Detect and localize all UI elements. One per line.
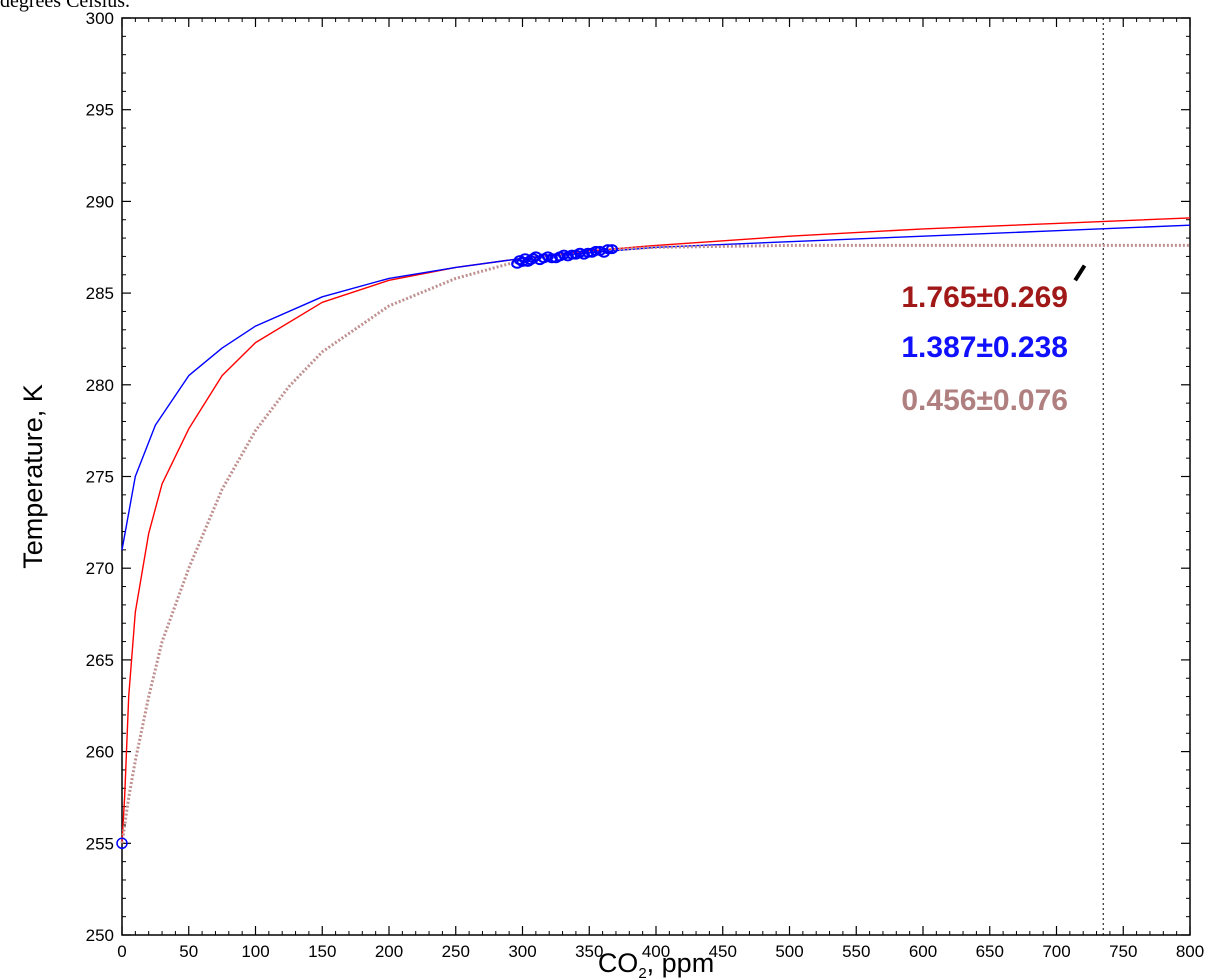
start-marker (116, 837, 128, 850)
annotation-label: 0.456±0.076 (901, 384, 1068, 417)
y-tick-label: 265 (86, 651, 114, 670)
y-tick-label: 280 (86, 376, 114, 395)
x-tick-label: 700 (1042, 942, 1070, 961)
x-tick-label: 450 (709, 942, 737, 961)
observed-point (601, 244, 614, 255)
y-tick-label: 270 (86, 559, 114, 578)
annotation-label: 1.387±0.238 (901, 331, 1068, 364)
x-tick-label: 600 (909, 942, 937, 961)
y-tick-label: 275 (86, 468, 114, 487)
annotation-label: 1.765±0.269 (901, 281, 1068, 314)
y-tick-label: 260 (86, 743, 114, 762)
x-tick-label: 550 (842, 942, 870, 961)
y-axis-label: Temperature, K (18, 384, 48, 569)
x-tick-label: 100 (241, 942, 269, 961)
y-tick-label: 285 (86, 284, 114, 303)
figure-caption: degrees Celsius. (0, 0, 130, 12)
x-tick-label: 650 (976, 942, 1004, 961)
plot-frame (121, 17, 1191, 936)
observed-point (545, 253, 558, 264)
y-tick-label: 250 (86, 926, 114, 945)
y-tick-label: 300 (86, 9, 114, 28)
x-tick-label: 200 (375, 942, 403, 961)
y-tick-label: 255 (86, 834, 114, 853)
observed-point (581, 247, 594, 258)
x-tick-label: 150 (308, 942, 336, 961)
x-tick-label: 350 (575, 942, 603, 961)
x-tick-label: 0 (117, 942, 126, 961)
x-tick-label: 250 (442, 942, 470, 961)
observed-point (565, 249, 578, 260)
x-tick-label: 300 (508, 942, 536, 961)
series-line-3 (120, 243, 1190, 844)
x-tick-label: 50 (179, 942, 198, 961)
x-tick-label: 800 (1176, 942, 1204, 961)
x-tick-label: 500 (775, 942, 803, 961)
observed-point (605, 244, 618, 255)
y-tick-label: 290 (86, 192, 114, 211)
series-line-1 (121, 217, 1191, 844)
observed-point (589, 245, 602, 256)
x-tick-label: 400 (642, 942, 670, 961)
series-line-2 (121, 224, 1191, 551)
y-tick-label: 295 (86, 101, 114, 120)
annotation-pointer (1073, 264, 1087, 282)
x-axis-label: CO2, ppm (598, 948, 714, 980)
x-tick-label: 750 (1109, 942, 1137, 961)
